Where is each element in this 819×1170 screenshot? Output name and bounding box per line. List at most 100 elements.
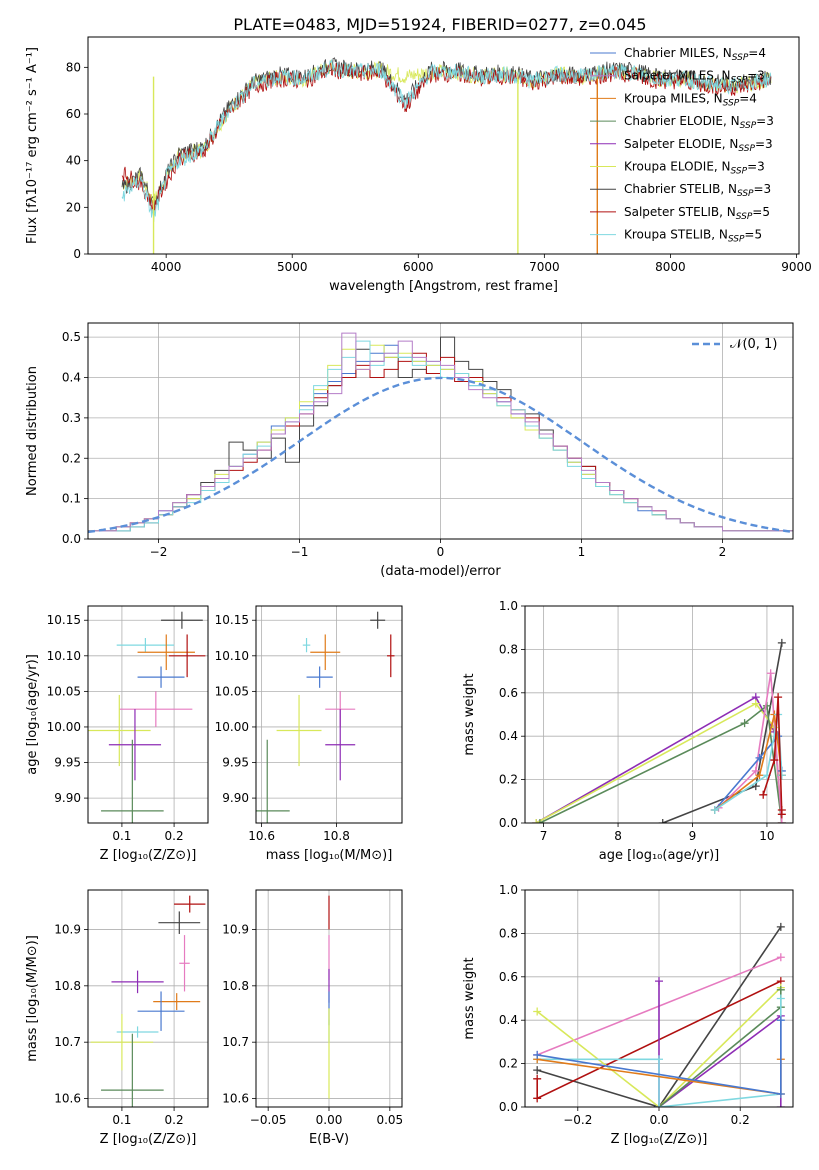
y-tick-label: 9.95 [54, 756, 81, 770]
legend-entry: Salpeter ELODIE, NSSP=3 [624, 137, 773, 154]
x-tick-label: 7 [540, 829, 548, 843]
x-tick-label: 8000 [655, 260, 686, 274]
y-axis-label: mass [log₁₀(M/M⊙)] [25, 935, 40, 1062]
axes-frame [87, 36, 800, 255]
x-tick-label: 9000 [781, 260, 812, 274]
y-axis-label: Normed distribution [25, 366, 40, 496]
axes-frame [87, 889, 209, 1108]
y-axis-label: mass weight [462, 673, 477, 755]
legend-value: =3 [756, 114, 774, 128]
y-tick-label: 0.5 [62, 330, 81, 344]
y-tick-label: 9.90 [54, 791, 81, 805]
y-tick-label: 0.2 [499, 1057, 518, 1071]
y-tick-label: 10.7 [222, 1035, 249, 1049]
x-tick-label: 10 [759, 829, 774, 843]
weight-marker [658, 819, 667, 823]
y-axis-label: Flux [fλ10⁻¹⁷ erg cm⁻² s⁻¹ A⁻¹] [25, 47, 40, 244]
legend-entry: Salpeter MILES, NSSP=3 [624, 69, 765, 86]
x-axis-label: age [log₁₀(age/yr)] [599, 848, 720, 863]
legend-entry: Chabrier MILES, NSSP=4 [624, 46, 766, 63]
y-tick-label: 10.9 [54, 922, 81, 936]
x-tick-label: 0.1 [112, 1113, 131, 1127]
legend-subscript: SSP [740, 121, 757, 131]
y-tick-label: 0.3 [62, 411, 81, 425]
y-tick-label: 80 [66, 60, 81, 74]
mass-vs-metallicity-panel: 0.1 0.2 10.6 10.7 10.8 10.9 Z [log₁₀(Z/Z⊙)] mas… [25, 889, 209, 1147]
y-tick-label: 10.9 [222, 922, 249, 936]
weight-line-chabrier-elodie [539, 704, 783, 823]
legend-subscript: SSP [736, 212, 753, 222]
legend-entry: Chabrier ELODIE, NSSP=3 [624, 114, 774, 131]
spectrum-line-kroupa-stelib [121, 59, 772, 223]
x-tick-label: 0.0 [649, 1113, 668, 1127]
x-tick-label: 0.2 [731, 1113, 750, 1127]
x-tick-label: 4000 [151, 260, 182, 274]
weight-marker [751, 699, 760, 708]
y-tick-label: 60 [66, 107, 81, 121]
weight-marker [776, 1016, 785, 1025]
legend-entry: 𝒩(0, 1) [730, 337, 777, 352]
x-tick-label: −0.2 [563, 1113, 592, 1127]
weight-marker [755, 753, 764, 762]
y-tick-label: 10.10 [47, 649, 81, 663]
x-tick-label: 8 [614, 829, 622, 843]
x-tick-label: 10.8 [323, 829, 350, 843]
weight-marker [776, 1089, 785, 1098]
x-axis-label: wavelength [Angstrom, rest frame] [329, 279, 558, 294]
y-tick-label: 20 [66, 200, 81, 214]
weight-vs-age-panel: 7 8 9 10 0.0 0.2 0.4 0.6 0.8 1.0 age [log₁₀(age/yr… [462, 599, 794, 863]
y-tick-label: 10.6 [54, 1092, 81, 1106]
weight-marker [776, 953, 785, 962]
axes-frame [524, 605, 794, 824]
y-tick-label: 0 [73, 247, 81, 261]
legend-subscript: SSP [732, 53, 749, 63]
x-tick-label: 6000 [403, 260, 434, 274]
x-tick-label: −1 [291, 545, 309, 559]
y-tick-label: 0.6 [499, 686, 518, 700]
weight-marker [776, 922, 785, 931]
y-tick-label: 0.2 [62, 451, 81, 465]
weight-marker [533, 1050, 542, 1059]
y-axis-label: mass weight [462, 957, 477, 1039]
plot-area [525, 606, 793, 823]
weight-marker [740, 719, 749, 728]
y-tick-label: 10.10 [215, 649, 249, 663]
weight-marker [777, 638, 786, 647]
weight-marker [532, 819, 541, 823]
weight-marker [777, 819, 786, 823]
plot-area [256, 606, 402, 823]
y-tick-label: 0.0 [499, 1100, 518, 1114]
x-tick-label: 1 [578, 545, 586, 559]
x-tick-label: 10.6 [248, 829, 275, 843]
normal-curve [88, 376, 793, 534]
y-tick-label: 0.8 [499, 926, 518, 940]
y-tick-label: 10.05 [215, 684, 249, 698]
legend-value: =3 [747, 69, 765, 83]
age-vs-metallicity-panel: 0.1 0.2 9.90 9.95 10.00 10.05 10.10 10.15 Z [log… [25, 605, 209, 863]
y-tick-label: 10.15 [47, 613, 81, 627]
weight-marker [710, 805, 719, 814]
y-tick-label: 0.8 [499, 642, 518, 656]
x-axis-label: (data-model)/error [380, 564, 501, 579]
weight-marker [533, 1066, 542, 1075]
weight-marker [777, 805, 786, 814]
spectrum-line-salpeter-stelib [121, 62, 772, 213]
legend-subscript: SSP [731, 167, 748, 177]
mass-vs-ebv-panel: −0.05 0.00 0.05 10.6 10.7 10.8 10.9 E(B-V) [222, 889, 403, 1147]
y-tick-label: 0.4 [499, 1013, 518, 1027]
x-tick-label: 0.1 [112, 829, 131, 843]
y-tick-label: 1.0 [499, 883, 518, 897]
legend-entry: Chabrier STELIB, NSSP=3 [624, 182, 771, 199]
y-tick-label: 10.05 [47, 684, 81, 698]
weight-line-chabrier-stelib [662, 642, 783, 823]
axes-frame [255, 889, 403, 1108]
y-tick-label: 0.1 [62, 492, 81, 506]
y-tick-label: 10.8 [222, 979, 249, 993]
weight-marker [774, 693, 783, 702]
weight-marker [777, 771, 786, 780]
weight-line-kroupa-stelib [714, 714, 783, 811]
y-tick-label: 0.6 [499, 970, 518, 984]
weight-marker [776, 994, 785, 1003]
axes-frame [87, 322, 794, 540]
weight-marker [655, 977, 663, 986]
